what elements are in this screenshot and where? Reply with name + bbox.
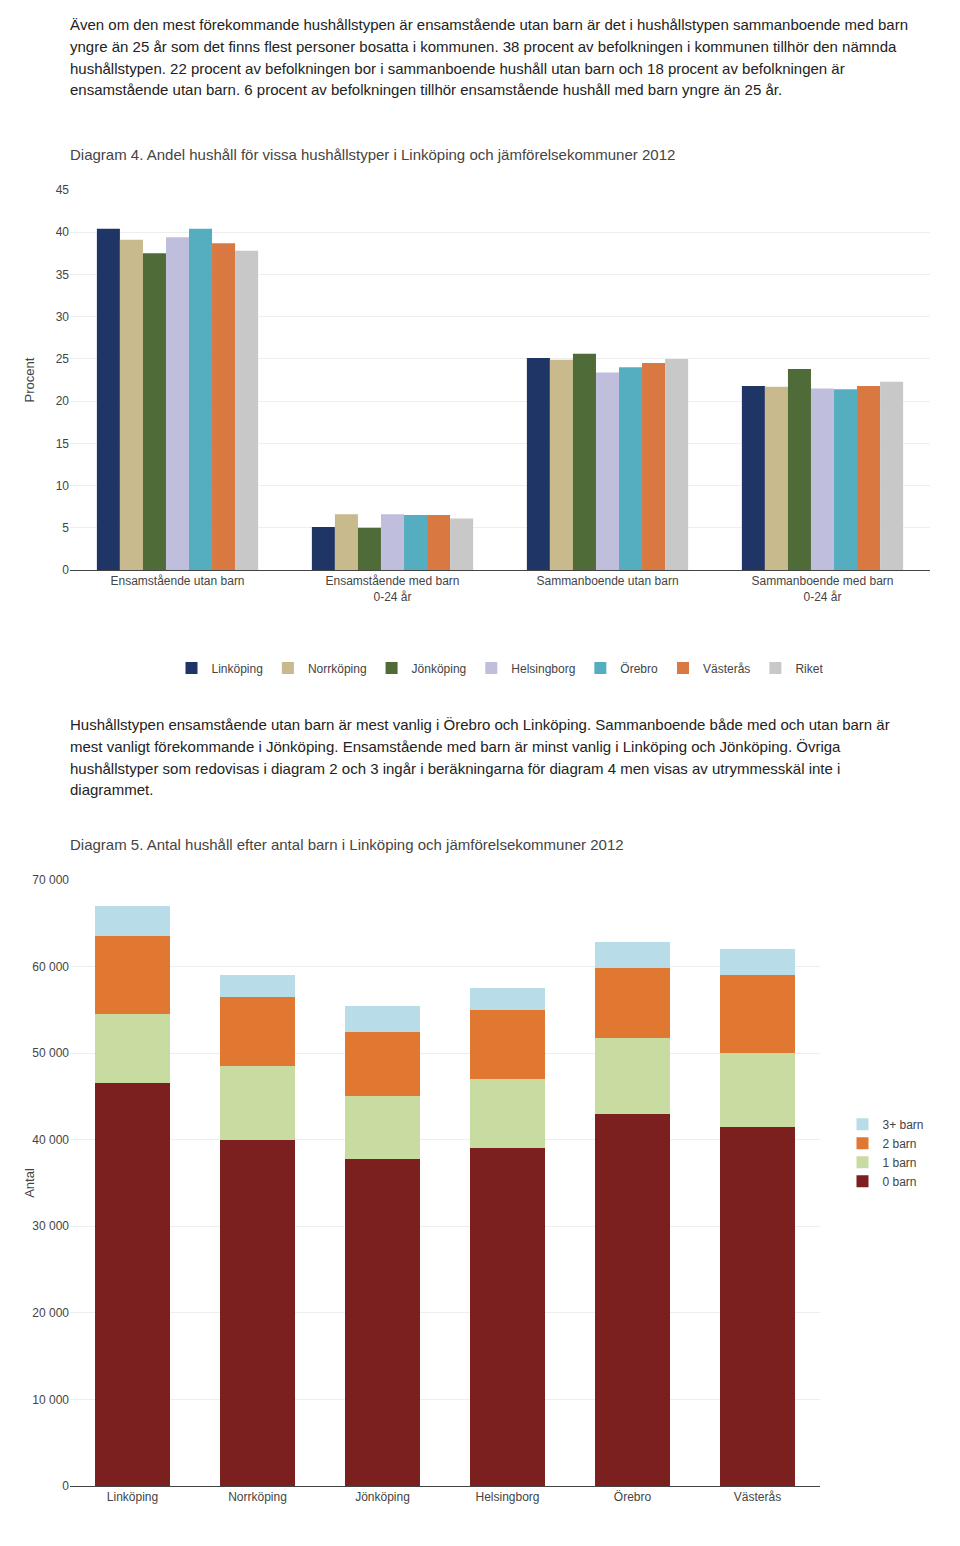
svg-text:35: 35 (56, 268, 70, 282)
svg-text:60 000: 60 000 (32, 960, 69, 974)
svg-text:5: 5 (62, 521, 69, 535)
svg-text:Riket: Riket (795, 662, 823, 676)
svg-text:0: 0 (62, 563, 69, 577)
svg-text:Örebro: Örebro (614, 1490, 652, 1504)
svg-text:Diagram 5. Antal hushåll efter: Diagram 5. Antal hushåll efter antal bar… (70, 836, 624, 853)
svg-text:Linköping: Linköping (212, 662, 263, 676)
svg-text:Diagram 4. Andel hushåll för v: Diagram 4. Andel hushåll för vissa hushå… (70, 146, 675, 163)
html-text:Hushållstypen ensamstående uta: Hushållstypen ensamstående utan barn är … (70, 716, 890, 799)
svg-text:30 000: 30 000 (32, 1219, 69, 1233)
svg-text:Jönköping: Jönköping (355, 1490, 410, 1504)
svg-text:30: 30 (56, 310, 70, 324)
svg-text:40: 40 (56, 225, 70, 239)
svg-text:10: 10 (56, 479, 70, 493)
svg-text:1 barn: 1 barn (883, 1156, 917, 1170)
svg-text:Jönköping: Jönköping (412, 662, 467, 676)
svg-text:Ensamstående med barn0-24 år: Ensamstående med barn0-24 år (325, 574, 459, 604)
svg-text:Norrköping: Norrköping (308, 662, 367, 676)
svg-text:25: 25 (56, 352, 70, 366)
svg-text:50 000: 50 000 (32, 1046, 69, 1060)
svg-text:0 barn: 0 barn (883, 1175, 917, 1189)
svg-text:Västerås: Västerås (734, 1490, 781, 1504)
svg-text:Helsingborg: Helsingborg (475, 1490, 539, 1504)
svg-text:45: 45 (56, 183, 70, 197)
svg-text:15: 15 (56, 437, 70, 451)
svg-text:20 000: 20 000 (32, 1306, 69, 1320)
svg-text:3+ barn: 3+ barn (883, 1118, 924, 1132)
svg-text:2 barn: 2 barn (883, 1137, 917, 1151)
svg-text:Norrköping: Norrköping (228, 1490, 287, 1504)
svg-text:70 000: 70 000 (32, 873, 69, 887)
svg-text:Sammanboende utan barn: Sammanboende utan barn (536, 574, 678, 588)
svg-text:Linköping: Linköping (107, 1490, 158, 1504)
svg-text:Örebro: Örebro (620, 662, 658, 676)
svg-text:Antal: Antal (22, 1168, 37, 1198)
svg-text:0: 0 (62, 1479, 69, 1493)
svg-text:10 000: 10 000 (32, 1393, 69, 1407)
svg-text:20: 20 (56, 394, 70, 408)
svg-text:Sammanboende med barn0-24 år: Sammanboende med barn0-24 år (751, 574, 893, 604)
svg-text:Västerås: Västerås (703, 662, 750, 676)
svg-text:Helsingborg: Helsingborg (511, 662, 575, 676)
html-text:Även om den mest förekommande: Även om den mest förekommande hushållsty… (70, 16, 908, 99)
svg-text:Procent: Procent (22, 357, 37, 402)
svg-text:Ensamstående utan barn: Ensamstående utan barn (110, 574, 244, 588)
svg-text:40 000: 40 000 (32, 1133, 69, 1147)
